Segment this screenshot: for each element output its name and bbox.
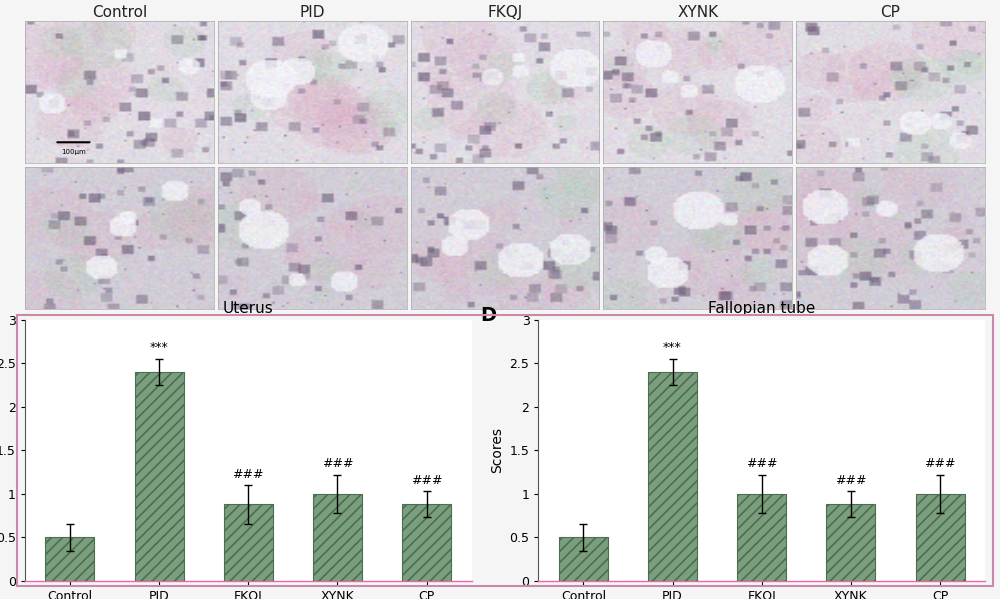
Text: D: D [480,307,497,325]
Title: Fallopian tube: Fallopian tube [708,301,815,316]
Title: CP: CP [881,5,900,20]
Text: ###: ### [233,468,264,481]
Bar [313,494,362,581]
Title: Control: Control [92,5,147,20]
Title: XYNK: XYNK [677,5,718,20]
Bar [559,537,608,581]
Y-axis label: Scores: Scores [490,427,504,473]
Text: ***: *** [150,341,168,355]
Text: ###: ### [924,458,956,470]
Bar [648,372,697,581]
Text: 100μm: 100μm [61,149,86,155]
Text: ***: *** [663,341,682,355]
Title: Uterus: Uterus [223,301,274,316]
Bar [826,504,875,581]
Text: ###: ### [746,458,777,470]
Bar [737,494,786,581]
Text: ###: ### [411,474,442,487]
Bar [916,494,965,581]
Text: ###: ### [322,458,353,470]
Bar [135,372,184,581]
Title: PID: PID [299,5,325,20]
Bar [45,537,94,581]
Title: FKQJ: FKQJ [487,5,523,20]
Bar [224,504,273,581]
Bar [402,504,451,581]
Text: ###: ### [835,474,867,487]
